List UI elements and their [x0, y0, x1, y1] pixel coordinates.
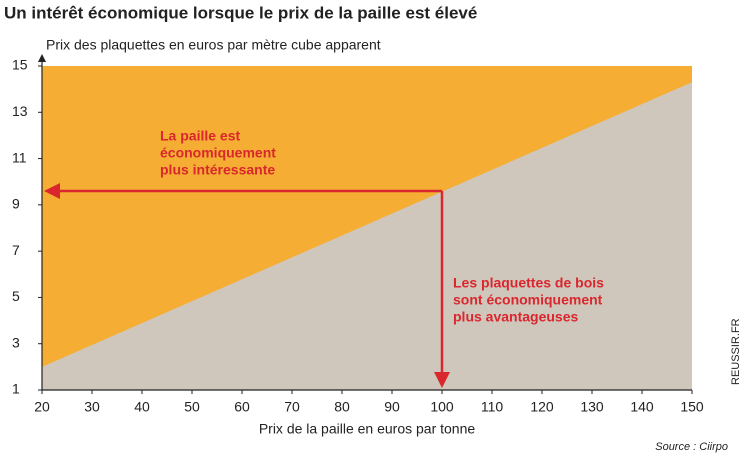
x-tick-label: 90 [384, 399, 400, 415]
annotation: économiquement [160, 145, 276, 161]
y-tick-label: 15 [12, 57, 28, 73]
x-tick-label: 120 [530, 399, 554, 415]
x-tick-label: 50 [184, 399, 200, 415]
x-tick-label: 40 [134, 399, 150, 415]
chart-title: Un intérêt économique lorsque le prix de… [4, 3, 477, 22]
arrowhead-left [44, 182, 60, 199]
y-tick-label: 5 [12, 288, 20, 304]
x-tick-label: 100 [430, 399, 454, 415]
source: Source : Ciirpo [655, 441, 728, 453]
x-tick-label: 140 [630, 399, 654, 415]
x-tick-label: 70 [284, 399, 300, 415]
x-axis-label: Prix de la paille en euros par tonne [259, 421, 476, 437]
x-tick-label: 110 [481, 399, 504, 415]
y-axis-arrow [38, 54, 46, 62]
annotation: plus avantageuses [453, 309, 578, 325]
y-tick-label: 13 [12, 103, 28, 119]
annotation: La paille est [160, 128, 240, 144]
y-tick-label: 9 [12, 196, 20, 212]
x-tick-label: 20 [34, 399, 50, 415]
annotation: plus intéressante [160, 162, 275, 178]
x-tick-label: 150 [680, 399, 704, 415]
area-below [42, 82, 692, 390]
y-tick-label: 1 [12, 381, 20, 397]
arrowhead-down [434, 372, 450, 388]
y-tick-label: 11 [12, 149, 27, 165]
watermark: REUSSIR.FR [730, 318, 742, 385]
x-tick-label: 30 [84, 399, 100, 415]
annotation: Les plaquettes de bois [453, 275, 604, 291]
x-tick-label: 60 [234, 399, 250, 415]
y-axis-label: Prix des plaquettes en euros par mètre c… [46, 37, 381, 53]
y-tick-label: 3 [12, 334, 20, 350]
annotation: sont économiquement [453, 292, 603, 308]
x-tick-label: 130 [580, 399, 604, 415]
x-tick-label: 80 [334, 399, 350, 415]
y-tick-label: 7 [12, 242, 20, 258]
